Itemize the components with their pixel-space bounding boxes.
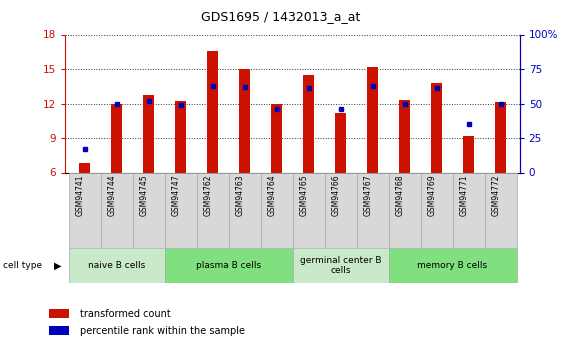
Bar: [303, 75, 314, 172]
Bar: [485, 172, 516, 248]
Text: percentile rank within the sample: percentile rank within the sample: [80, 326, 244, 335]
Bar: [111, 104, 122, 172]
Bar: [239, 69, 250, 172]
Text: GSM94744: GSM94744: [107, 175, 116, 216]
Text: GSM94762: GSM94762: [203, 175, 212, 216]
Text: GSM94767: GSM94767: [364, 175, 373, 216]
Bar: [165, 172, 197, 248]
Bar: [389, 248, 516, 283]
Bar: [79, 163, 90, 172]
Bar: [69, 248, 165, 283]
Bar: [389, 172, 420, 248]
Bar: [367, 67, 378, 172]
Bar: [207, 51, 218, 172]
Bar: [335, 113, 346, 172]
Bar: [165, 248, 293, 283]
Bar: [420, 172, 453, 248]
Text: GSM94766: GSM94766: [332, 175, 341, 216]
Bar: [101, 172, 132, 248]
Text: GSM94747: GSM94747: [172, 175, 181, 216]
Text: transformed count: transformed count: [80, 309, 170, 319]
Text: GDS1695 / 1432013_a_at: GDS1695 / 1432013_a_at: [202, 10, 361, 23]
Bar: [175, 101, 186, 172]
Bar: [271, 104, 282, 172]
Bar: [293, 248, 389, 283]
Bar: [431, 83, 442, 172]
Text: memory B cells: memory B cells: [417, 261, 487, 270]
Bar: [132, 172, 165, 248]
Text: GSM94768: GSM94768: [395, 175, 404, 216]
Text: GSM94745: GSM94745: [140, 175, 148, 216]
Text: plasma B cells: plasma B cells: [196, 261, 261, 270]
Bar: [399, 100, 410, 172]
Bar: [49, 326, 69, 335]
Text: ▶: ▶: [54, 261, 61, 270]
Text: GSM94771: GSM94771: [460, 175, 469, 216]
Text: GSM94764: GSM94764: [268, 175, 277, 216]
Text: germinal center B
cells: germinal center B cells: [300, 256, 381, 275]
Bar: [357, 172, 389, 248]
Text: naive B cells: naive B cells: [88, 261, 145, 270]
Bar: [69, 172, 101, 248]
Text: GSM94741: GSM94741: [76, 175, 85, 216]
Bar: [293, 172, 324, 248]
Bar: [49, 309, 69, 318]
Bar: [453, 172, 485, 248]
Text: GSM94763: GSM94763: [236, 175, 244, 216]
Text: GSM94765: GSM94765: [299, 175, 308, 216]
Text: GSM94769: GSM94769: [428, 175, 437, 216]
Bar: [261, 172, 293, 248]
Bar: [143, 96, 154, 172]
Bar: [463, 136, 474, 172]
Text: cell type: cell type: [3, 261, 42, 270]
Text: GSM94772: GSM94772: [491, 175, 500, 216]
Bar: [197, 172, 228, 248]
Bar: [228, 172, 261, 248]
Bar: [495, 102, 506, 172]
Bar: [324, 172, 357, 248]
